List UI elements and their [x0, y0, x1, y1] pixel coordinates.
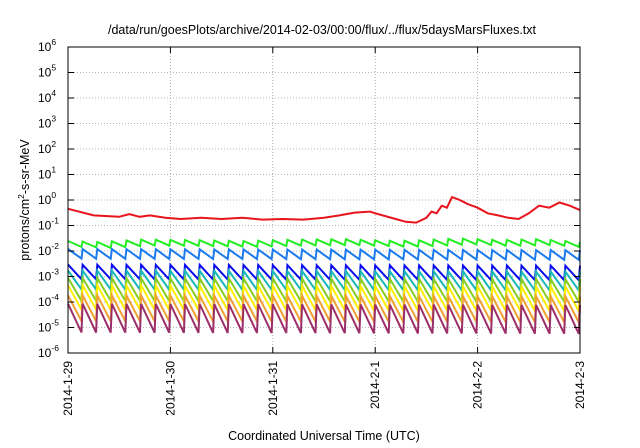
y-tick-base: 10 [38, 321, 52, 335]
y-tick-exponent: -4 [51, 292, 59, 302]
y-tick-label: 10-1 [38, 216, 59, 233]
y-tick-base: 10 [38, 270, 52, 284]
y-tick-exponent: 4 [51, 88, 56, 98]
y-tick-exponent: -6 [51, 343, 59, 353]
y-tick-label: 10-4 [38, 292, 59, 309]
x-axis-label: Coordinated Universal Time (UTC) [228, 429, 420, 443]
x-tick-label: 2014-2-3 [573, 361, 587, 409]
x-axis-ticks: 2014-1-29 2014-1-30 2014-1-31 2014-2-1 2014-… [61, 47, 587, 416]
y-tick-base: 10 [38, 193, 52, 207]
series-line-2 [67, 237, 581, 250]
y-tick-base: 10 [38, 40, 52, 54]
y-tick-label: 10-2 [38, 241, 59, 258]
series-line-1 [67, 195, 581, 224]
y-tick-label: 103 [38, 114, 56, 131]
y-axis-ticks: 10-610-510-410-310-210-11001011021031041… [38, 37, 580, 360]
y-tick-label: 104 [38, 88, 56, 105]
y-tick-base: 10 [38, 142, 52, 156]
y-tick-exponent: 3 [51, 114, 56, 124]
chart-title: /data/run/goesPlots/archive/2014-02-03/0… [108, 23, 537, 37]
y-tick-label: 101 [38, 165, 56, 182]
y-tick-exponent: 5 [51, 63, 56, 73]
y-axis-label-rest: -s-sr-MeV [18, 139, 32, 195]
y-tick-label: 10-6 [38, 343, 59, 360]
y-tick-label: 105 [38, 63, 56, 80]
x-tick-label: 2014-1-29 [61, 361, 75, 416]
series-line-9 [67, 303, 581, 335]
y-tick-label: 10-5 [38, 318, 59, 335]
y-tick-exponent: -5 [51, 318, 59, 328]
y-tick-label: 106 [38, 37, 56, 54]
y-tick-label: 102 [38, 139, 56, 156]
x-tick-label: 2014-1-31 [266, 361, 280, 416]
y-tick-exponent: -3 [51, 267, 59, 277]
y-axis-label-main: protons/cm [18, 199, 32, 261]
x-tick-label: 2014-2-2 [471, 361, 485, 409]
series-line-4 [67, 262, 581, 283]
y-tick-label: 100 [38, 190, 56, 207]
y-tick-exponent: 1 [51, 165, 56, 175]
y-tick-base: 10 [38, 346, 52, 360]
y-axis-label-sup: 2 [16, 194, 26, 199]
y-tick-exponent: -2 [51, 241, 59, 251]
y-tick-base: 10 [38, 295, 52, 309]
y-tick-base: 10 [38, 244, 52, 258]
y-axis-label: protons/cm2-s-sr-MeV [16, 139, 32, 261]
x-tick-label: 2014-1-30 [163, 361, 177, 416]
y-tick-base: 10 [38, 66, 52, 80]
y-tick-exponent: 0 [51, 190, 56, 200]
series-layer [67, 195, 581, 335]
y-tick-exponent: 2 [51, 139, 56, 149]
y-tick-base: 10 [38, 91, 52, 105]
x-tick-label: 2014-2-1 [368, 361, 382, 409]
y-tick-base: 10 [38, 168, 52, 182]
y-tick-base: 10 [38, 117, 52, 131]
y-tick-base: 10 [38, 219, 52, 233]
y-tick-exponent: 6 [51, 37, 56, 47]
y-tick-exponent: -1 [51, 216, 59, 226]
series-line-3 [67, 247, 581, 262]
y-tick-label: 10-3 [38, 267, 59, 284]
